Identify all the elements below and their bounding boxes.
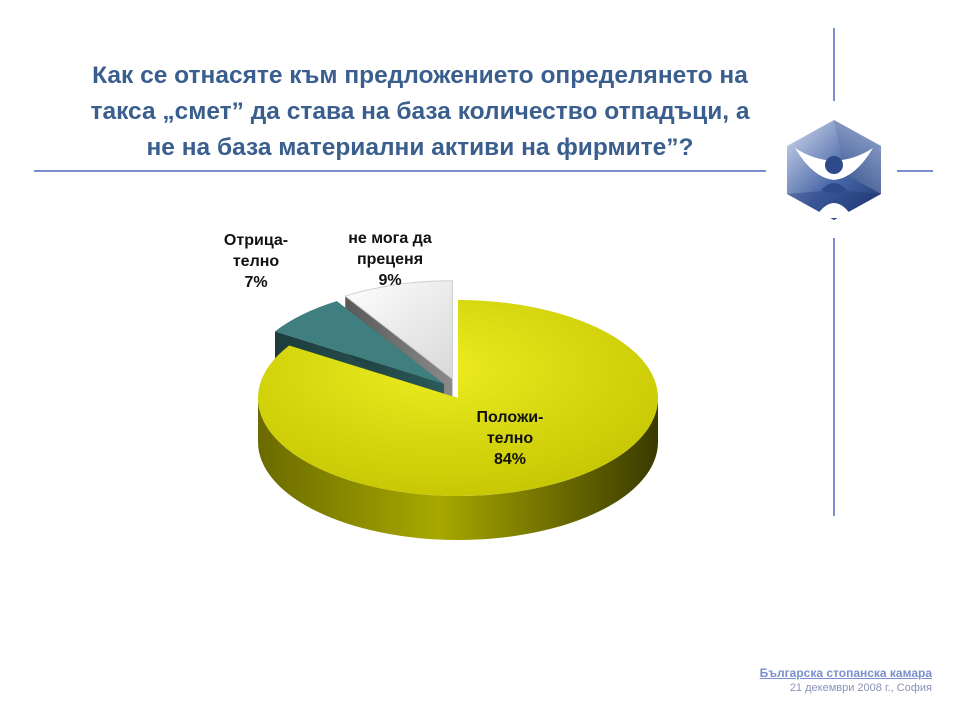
footer-organization-link[interactable]: Българска стопанска камара xyxy=(759,666,932,680)
vertical-divider-bottom xyxy=(833,238,835,516)
slice-positive-side xyxy=(258,398,658,540)
slice-negative-category-label: Отрица- xyxy=(224,232,288,249)
footer: Българска стопанска камара 21 декември 2… xyxy=(760,666,932,694)
slice-cannot-judge-top xyxy=(344,280,453,380)
slice-cannot-judge-value-label: 9% xyxy=(378,272,401,289)
slice-positive-category-label: Положи- xyxy=(477,409,544,426)
slice-positive xyxy=(258,300,658,540)
title-line-3: не на база материални активи на фирмите”… xyxy=(146,134,694,161)
slice-negative-value-label: 7% xyxy=(244,274,267,291)
slice-positive-label: Положи-телно 84% xyxy=(477,409,544,468)
slice-positive-category-label: телно xyxy=(487,430,534,447)
title-line-2: такса „смет” да става на база количество… xyxy=(90,98,750,125)
slice-negative-top xyxy=(274,301,444,384)
slice-cannot-judge-label: не мога да преценя 9% xyxy=(348,230,432,289)
slice-negative-label: Отрица-телно 7% xyxy=(224,232,288,291)
slice-cannot-judge-category-label: преценя xyxy=(357,251,423,268)
slice-positive-value-label: 84% xyxy=(494,451,526,468)
footer-date: 21 декември 2008 г., София xyxy=(789,682,932,694)
slide-title: Как се отнасяте към предложението опреде… xyxy=(20,58,820,166)
slice-positive-top xyxy=(258,300,658,497)
chamber-logo-icon xyxy=(787,120,881,220)
title-line-1: Как се отнасяте към предложението опреде… xyxy=(92,62,748,89)
title-divider-right xyxy=(897,170,933,172)
vertical-divider-top xyxy=(833,28,835,101)
title-divider-left xyxy=(34,170,766,172)
slice-cannot-judge-category-label: не мога да xyxy=(348,230,432,247)
slice-negative-category-label: телно xyxy=(233,253,280,270)
